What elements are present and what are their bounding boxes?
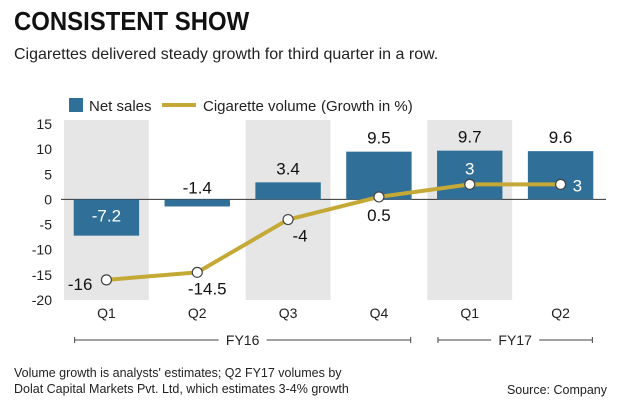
net-sales-label: 9.6 (549, 128, 573, 147)
x-tick-label: Q3 (279, 305, 298, 321)
cigarette-volume-label: -4 (293, 227, 308, 246)
cigarette-volume-point (191, 266, 203, 278)
x-tick-label: Q1 (97, 305, 116, 321)
y-tick-label: -15 (32, 267, 52, 283)
background-panel (427, 120, 513, 300)
cigarette-volume-label: 3 (465, 159, 474, 178)
source: Source: Company (506, 383, 607, 397)
cigarette-volume-point (373, 191, 385, 203)
legend-cigarette-volume: Cigarette volume (203, 98, 316, 115)
y-tick-label: -5 (40, 217, 53, 233)
net-sales-bar (527, 151, 594, 200)
cigarette-volume-label: -16 (68, 275, 93, 294)
x-tick-label: Q2 (551, 305, 570, 321)
net-sales-label: 3.4 (276, 159, 300, 178)
background-panel (245, 120, 331, 300)
chart-subtitle: Cigarettes delivered steady growth for t… (14, 46, 439, 63)
group-label: FY17 (498, 332, 532, 348)
x-tick-label: Q4 (370, 305, 389, 321)
x-tick-label: Q1 (460, 305, 479, 321)
group-label: FY16 (226, 332, 260, 348)
cigarette-volume-point (554, 178, 567, 190)
cigarette-volume-label: 0.5 (367, 206, 391, 225)
cigarette-volume-point (464, 178, 476, 190)
cigarette-volume-point (100, 274, 113, 286)
chart-title: CONSISTENT SHOW (14, 6, 250, 36)
net-sales-bar (437, 150, 503, 200)
y-tick-label: 15 (36, 116, 52, 132)
legend-growth-note: (Growth in %) (321, 98, 413, 115)
y-tick-label: 10 (36, 141, 52, 157)
cigarette-volume-point (282, 213, 294, 226)
net-sales-bar (164, 199, 230, 207)
net-sales-label: -7.2 (92, 206, 121, 225)
legend-net-sales: Net sales (89, 98, 152, 115)
y-tick-label: 0 (44, 191, 52, 207)
legend-bar-swatch (69, 98, 83, 112)
net-sales-bar (73, 199, 140, 236)
net-sales-label: -1.4 (183, 178, 212, 197)
x-tick-label: Q2 (188, 305, 207, 321)
cigarette-volume-label: 3 (573, 176, 582, 195)
net-sales-bar (255, 182, 321, 200)
footnote: Volume growth is analysts' estimates; Q2… (14, 366, 349, 396)
y-tick-label: -20 (32, 292, 52, 308)
cigarette-volume-line (106, 182, 561, 282)
cigarette-volume-label: -14.5 (188, 279, 227, 298)
net-sales-label: 9.5 (367, 129, 391, 148)
net-sales-label: 9.7 (458, 128, 482, 147)
y-tick-label: 5 (44, 166, 52, 182)
y-tick-label: -10 (32, 242, 52, 258)
